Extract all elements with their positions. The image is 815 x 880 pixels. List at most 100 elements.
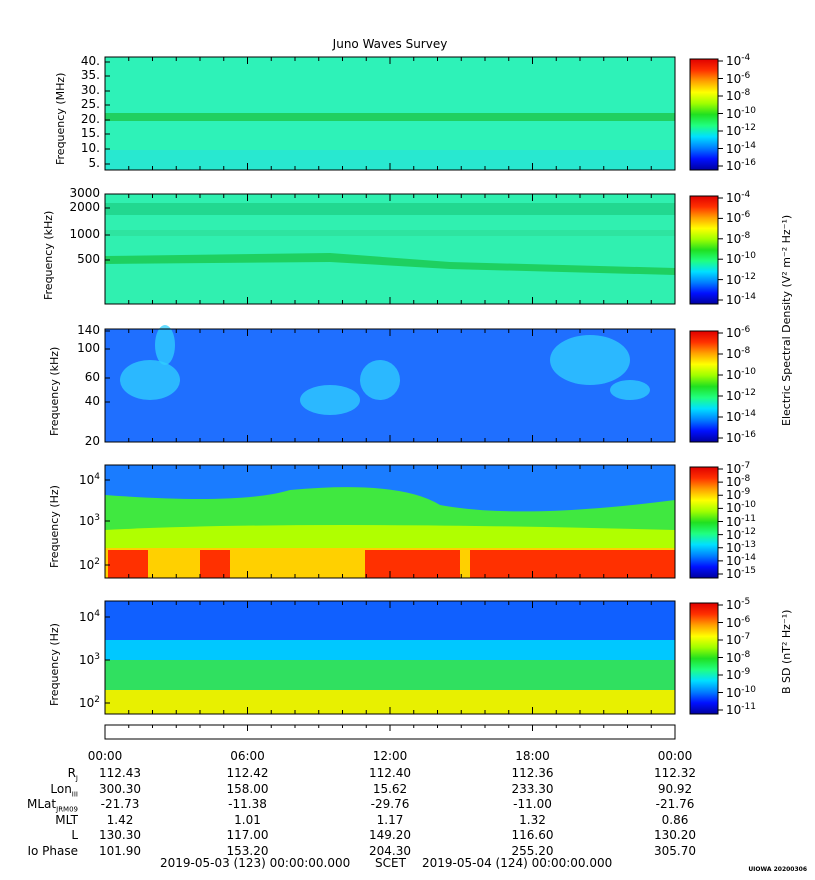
time-label-0: 00:00 xyxy=(87,749,123,763)
panel-1-ytick-label: 15. xyxy=(80,126,100,140)
panel-1-ytick-label: 30. xyxy=(80,83,100,97)
electric-colorbar-label: Electric Spectral Density (V² m⁻² Hz⁻¹) xyxy=(780,214,793,426)
ephem-value-3-1: 1.01 xyxy=(234,812,261,827)
time-label-2: 12:00 xyxy=(372,749,408,763)
colorbar-1-tick-label: 10-14 xyxy=(726,140,756,156)
ephem-header-5: Io Phase xyxy=(27,843,78,858)
institution-stamp: UIOWA 20200306 xyxy=(748,866,807,873)
ephem-value-5-0: 101.90 xyxy=(99,843,141,858)
panel-1-ytick-label: 40. xyxy=(80,54,100,68)
ephem-value-1-1: 158.00 xyxy=(226,781,269,796)
colorbar-2-tick-label: 10-14 xyxy=(726,292,756,307)
footer-start: 2019-05-03 (123) 00:00:00.000 xyxy=(160,856,351,870)
panel-1-ytick-label: 20. xyxy=(80,112,100,126)
ephem-header-2: MLatJRM09 xyxy=(27,797,78,814)
colorbar-5-tick-label: 10-7 xyxy=(726,632,751,647)
panel-1-ytick-label: 25. xyxy=(80,97,100,111)
panel-3-ytick-label: 100 xyxy=(77,341,100,355)
panel-4-ytick-label: 102 xyxy=(78,557,100,572)
colorbar-4-tick-label: 10-10 xyxy=(726,500,756,516)
ephem-value-4-2: 149.20 xyxy=(369,828,411,842)
time-label-3: 18:00 xyxy=(515,749,550,763)
footer-end: 2019-05-04 (124) 00:00:00.000 xyxy=(422,856,613,870)
ephem-header-4: L xyxy=(71,828,78,842)
colorbar-1-tick-label: 10-12 xyxy=(726,123,756,138)
panel-4-red-burst-1 xyxy=(108,550,148,578)
ephem-value-0-3: 112.36 xyxy=(511,766,554,780)
panel-3-ytick-label: 140 xyxy=(77,323,100,337)
panel-4-ytick-label: 104 xyxy=(78,472,100,487)
colorbar-4-tick-label: 10-11 xyxy=(726,513,756,529)
colorbar-4-tick-label: 10-9 xyxy=(726,487,751,503)
colorbar-2-tick-label: 10-12 xyxy=(726,271,756,287)
panel-5-ytick-label: 102 xyxy=(78,695,100,710)
ephem-value-5-4: 305.70 xyxy=(654,843,696,858)
colorbar-2-tick-label: 10-6 xyxy=(726,210,751,226)
ephem-value-3-4: 0.86 xyxy=(661,812,689,827)
colorbar-2 xyxy=(689,195,719,305)
panel-4-red-burst-5 xyxy=(620,550,675,578)
ephem-header-0: RJ xyxy=(67,766,78,783)
ephem-value-0-4: 112.32 xyxy=(654,766,696,780)
ephem-header-1: LonIII xyxy=(50,781,78,798)
panel-4-red-burst-4 xyxy=(470,550,620,578)
panel-3-burst-3 xyxy=(360,360,400,400)
panel-2-ytick-label: 1000 xyxy=(69,227,100,241)
colorbar-1-tick-label: 10-6 xyxy=(726,70,751,86)
colorbar-2-tick-label: 10-10 xyxy=(726,251,756,267)
ephem-value-4-0: 130.30 xyxy=(99,828,141,842)
panel-3-ytick-label: 60 xyxy=(84,370,100,384)
colorbar-4-tick-label: 10-7 xyxy=(726,461,751,476)
ephem-value-5-3: 255.20 xyxy=(511,843,554,858)
colorbar-4-tick-label: 10-14 xyxy=(726,552,756,568)
panel-2-ytick-label: 3000 xyxy=(69,186,100,200)
time-label-1: 06:00 xyxy=(230,749,265,763)
colorbar-1-tick-label: 10-10 xyxy=(726,105,756,121)
ephem-value-1-2: 15.62 xyxy=(372,781,408,796)
plot-title: Juno Waves Survey xyxy=(332,37,448,51)
panel-3-burst-1 xyxy=(120,360,180,400)
colorbar-5-tick-label: 10-9 xyxy=(726,667,751,682)
panel-2-upper-band xyxy=(105,203,675,215)
colorbar-2-tick-label: 10-8 xyxy=(726,230,751,246)
ephem-header-3: MLT xyxy=(55,812,78,827)
ephem-value-5-2: 204.30 xyxy=(369,843,411,858)
colorbar-5-tick-label: 10-10 xyxy=(726,684,756,700)
colorbar-3 xyxy=(689,330,719,443)
ephem-value-4-3: 116.60 xyxy=(511,828,554,842)
panel3-ylabel: Frequency (kHz) xyxy=(48,346,61,436)
ephem-value-2-2: -29.76 xyxy=(370,797,410,811)
ephem-value-3-3: 1.32 xyxy=(519,812,546,827)
panel-5-green-band xyxy=(105,660,675,690)
colorbar-3-tick-label: 10-10 xyxy=(726,367,756,382)
colorbar-5-tick-label: 10-5 xyxy=(726,597,751,612)
magnetic-colorbar-label: B SD (nT² Hz⁻¹) xyxy=(780,609,793,694)
panel-3-ytick-label: 40 xyxy=(84,394,100,408)
panel-2-ytick-label: 2000 xyxy=(69,200,100,214)
ephem-value-2-0: -21.73 xyxy=(100,797,140,811)
colorbar-1-tick-label: 10-8 xyxy=(726,88,751,103)
ephem-value-3-0: 1.42 xyxy=(106,812,134,827)
colorbar-4 xyxy=(689,466,719,579)
colorbar-1-tick-label: 10-16 xyxy=(726,158,756,173)
panel-2-mid-band xyxy=(105,230,675,236)
ephem-value-3-2: 1.17 xyxy=(376,812,404,827)
panel-3-ytick-label: 20 xyxy=(84,434,100,448)
panel-5-cyan-band xyxy=(105,640,675,660)
panel-3-burst-6 xyxy=(155,325,175,365)
colorbar-1-tick-label: 10-4 xyxy=(726,53,751,68)
ephem-value-0-0: 112.43 xyxy=(99,766,141,780)
panel-3-burst-2 xyxy=(300,385,360,415)
colorbar-5-tick-label: 10-6 xyxy=(726,614,751,630)
colorbar-5 xyxy=(689,602,719,715)
panel-4-red-burst-3 xyxy=(365,550,460,578)
ephem-value-1-4: 90.92 xyxy=(657,781,693,796)
panel-1-ytick-label: 35. xyxy=(80,68,100,82)
time-label-4: 00:00 xyxy=(657,749,693,763)
ephem-value-2-4: -21.76 xyxy=(655,797,695,811)
footer-scet: SCET xyxy=(375,856,406,870)
panel-4-ytick-label: 103 xyxy=(78,513,100,528)
colorbar-3-tick-label: 10-12 xyxy=(726,388,756,403)
ephem-value-0-2: 112.40 xyxy=(369,766,411,780)
panel-2-ytick-label: 500 xyxy=(77,252,100,266)
